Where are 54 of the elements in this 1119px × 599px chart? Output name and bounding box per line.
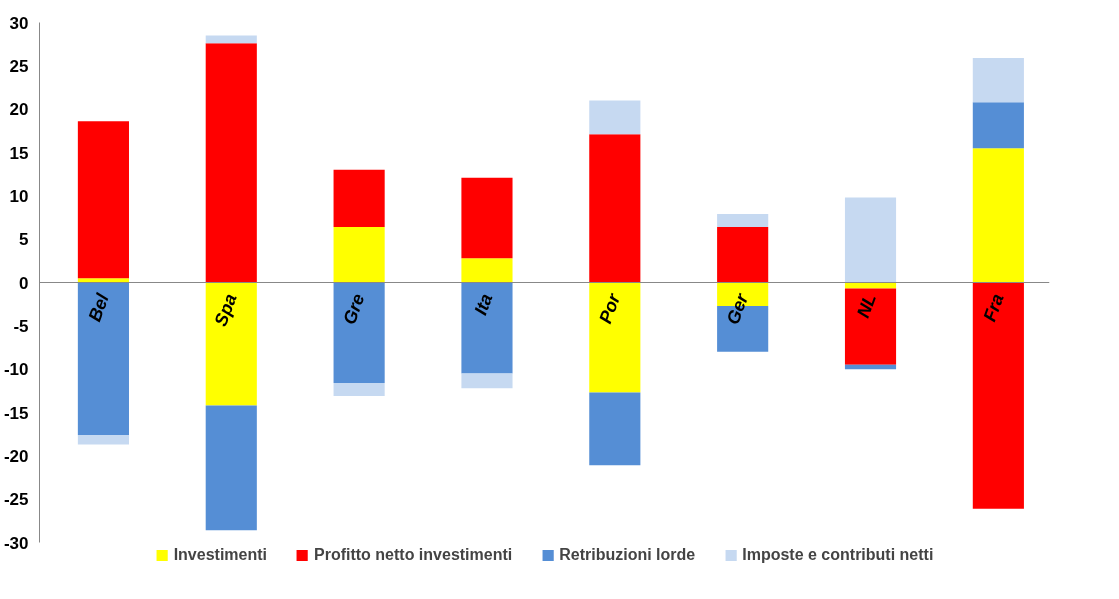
y-tick-label: -5 <box>13 316 29 336</box>
bar <box>461 373 513 389</box>
y-tick-label: 20 <box>9 100 29 120</box>
bar <box>205 282 257 406</box>
bar <box>844 282 897 289</box>
bar <box>589 282 641 393</box>
x-tick-label: Fra <box>979 291 1008 325</box>
y-tick-label: 25 <box>9 56 29 76</box>
y-tick-label: 10 <box>9 186 29 206</box>
bar <box>589 134 641 283</box>
y-tick-label: 0 <box>19 273 29 293</box>
bar <box>205 405 257 531</box>
bar <box>717 214 769 228</box>
x-tick-label: Ger <box>722 290 753 328</box>
bar <box>461 177 513 259</box>
legend-label: Profitto netto investimenti <box>314 546 513 564</box>
x-tick-label: Bel <box>84 290 114 325</box>
x-tick-label: Ita <box>470 291 497 318</box>
bar <box>589 100 641 135</box>
bar <box>333 169 385 228</box>
bar <box>844 197 897 283</box>
y-tick-label: 30 <box>9 13 29 33</box>
y-tick-label: -15 <box>3 403 29 423</box>
y-tick-label: -25 <box>3 490 29 510</box>
y-tick-label: -30 <box>3 533 29 553</box>
bar <box>77 121 129 279</box>
y-tick-label: -20 <box>3 446 29 466</box>
bar <box>717 227 769 283</box>
bar <box>77 435 129 445</box>
bar <box>333 383 385 397</box>
bar <box>333 227 385 283</box>
legend-label: Imposte e contributi netti <box>742 546 934 564</box>
bar <box>77 282 129 436</box>
legend-label: Investimenti <box>173 546 267 564</box>
bar <box>972 148 1024 283</box>
bar <box>844 364 897 370</box>
bar <box>972 102 1024 149</box>
bar <box>461 258 513 283</box>
bar <box>333 282 385 384</box>
x-tick-label: Gre <box>339 291 369 328</box>
y-tick-label: 5 <box>19 230 29 250</box>
bar <box>205 43 257 283</box>
bar <box>844 288 897 365</box>
bar <box>461 282 513 374</box>
bar <box>589 392 641 466</box>
x-tick-label: Spa <box>210 291 241 329</box>
legend-label: Retribuzioni lorde <box>559 546 696 564</box>
bar <box>972 58 1024 103</box>
x-tick-label: Por <box>595 290 625 327</box>
x-tick-label: NL <box>852 291 880 321</box>
bar <box>972 282 1024 509</box>
y-tick-label: -10 <box>3 360 29 380</box>
y-tick-label: 15 <box>9 143 29 163</box>
bar <box>77 278 129 283</box>
